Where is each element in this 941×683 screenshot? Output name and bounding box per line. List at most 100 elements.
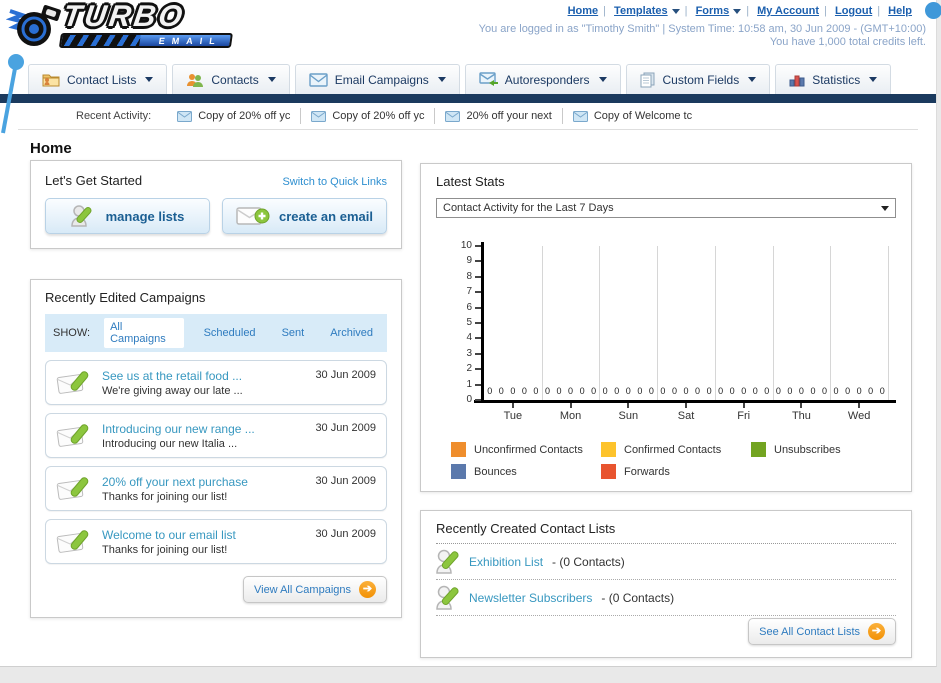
header-link-templates[interactable]: Templates (614, 5, 668, 17)
arrow-right-icon: ➔ (359, 581, 376, 598)
chart-gridline (599, 246, 601, 400)
header: TURBO EMAIL Home | Templates | Forms | My A… (0, 0, 941, 64)
bar-value-label: 0 (741, 386, 747, 396)
y-tick-label: 6 (466, 301, 472, 313)
tab-custom-fields[interactable]: Custom Fields (625, 64, 771, 94)
campaign-row[interactable]: Welcome to our email list Thanks for joi… (45, 519, 387, 564)
x-tick-mark (627, 403, 630, 408)
header-link-logout[interactable]: Logout (834, 5, 873, 17)
filter-archived[interactable]: Archived (330, 327, 373, 339)
bar-value-label: 0 (856, 386, 862, 396)
x-tick-mark (511, 403, 514, 408)
recent-activity-item[interactable]: Copy of Welcome tc (563, 108, 702, 124)
bar-value-label: 0 (614, 386, 620, 396)
contact-lists-title: Recently Created Contact Lists (436, 521, 896, 544)
contact-list-row[interactable]: Exhibition List - (0 Contacts) (436, 544, 896, 580)
recent-activity-item[interactable]: 20% off your next (435, 108, 563, 124)
bar-value-label: 0 (591, 386, 597, 396)
contact-lists-panel: Recently Created Contact Lists Exhibitio… (420, 510, 912, 658)
y-tick-mark (475, 352, 481, 355)
campaign-date: 30 Jun 2009 (315, 422, 376, 434)
contact-list-link[interactable]: Exhibition List (469, 554, 544, 569)
x-tick-label: Tue (503, 410, 523, 422)
y-tick-mark (475, 337, 481, 340)
legend-label: Unsubscribes (774, 443, 841, 456)
campaign-row[interactable]: 20% off your next purchase Thanks for jo… (45, 466, 387, 511)
bar-value-label: 0 (660, 386, 666, 396)
bar-value-label: 0 (637, 386, 643, 396)
campaign-row[interactable]: Introducing our new range ... Introducin… (45, 413, 387, 458)
bar-value-label: 0 (556, 386, 562, 396)
recent-activity-item[interactable]: Copy of 20% off yc (167, 108, 302, 124)
bar-value-label: 0 (487, 386, 493, 396)
contact-list-row[interactable]: Newsletter Subscribers - (0 Contacts) (436, 580, 896, 616)
logo-bar: EMAIL (58, 33, 233, 48)
header-link-help[interactable]: Help (888, 5, 912, 17)
recent-activity-item[interactable]: Copy of 20% off yc (301, 108, 436, 124)
filter-all-campaigns[interactable]: All Campaigns (104, 318, 184, 348)
x-tick-mark (742, 403, 745, 408)
bar-value-label: 0 (718, 386, 724, 396)
tab-contact-lists[interactable]: Contact Lists (28, 64, 168, 94)
bar-value-label: 0 (602, 386, 608, 396)
x-tick-label: Sun (618, 410, 639, 422)
bar-value-label: 0 (787, 386, 793, 396)
chart-gridline (888, 246, 889, 400)
campaign-filter-bar: SHOW: All Campaigns Scheduled Sent Archi… (45, 314, 387, 352)
y-tick-label: 3 (466, 347, 472, 359)
tab-contacts[interactable]: Contacts (172, 64, 290, 94)
campaign-link[interactable]: Introducing our new range ... (102, 421, 255, 436)
campaign-link[interactable]: See us at the retail food ... (102, 368, 243, 383)
bar-value-label: 0 (821, 386, 828, 396)
header-link-my-account[interactable]: My Account (757, 5, 820, 17)
stats-period-dropdown[interactable]: Contact Activity for the Last 7 Days (436, 198, 896, 218)
tab-email-campaigns[interactable]: Email Campaigns (294, 64, 460, 94)
latest-stats-title: Latest Stats (436, 174, 505, 189)
contact-activity-chart: 0 1 2 3 4 5 6 7 8 9 10 0 0 0 0 0 0 0 0 0 0 0 0 0 0 0 0 0 0 0 0 0 0 0 0 0 0 0 0… (436, 240, 896, 432)
switch-quick-links[interactable]: Switch to Quick Links (282, 176, 387, 188)
see-all-contact-lists-button[interactable]: See All Contact Lists ➔ (748, 618, 896, 645)
bar-value-label: 0 (498, 386, 504, 396)
envelope-pencil-icon (56, 370, 89, 394)
manage-lists-button[interactable]: manage lists (45, 198, 210, 234)
create-email-button[interactable]: create an email (222, 198, 387, 234)
chevron-down-icon (733, 8, 742, 14)
chart-gridline (714, 246, 716, 400)
chart-gridline (772, 246, 774, 400)
contact-list-link[interactable]: Newsletter Subscribers (469, 590, 593, 605)
x-tick-mark (800, 403, 803, 408)
chart-gridline (541, 246, 543, 400)
chevron-down-icon (748, 77, 757, 82)
bar-chart-icon (789, 75, 805, 87)
arrow-right-icon: ➔ (868, 623, 885, 640)
folder-contacts-icon (42, 74, 60, 87)
campaign-link[interactable]: 20% off your next purchase (102, 474, 248, 489)
y-tick-label: 5 (466, 317, 472, 328)
bar-value-label: 0 (533, 386, 539, 396)
tab-statistics[interactable]: Statistics (775, 64, 892, 94)
envelope-pencil-icon (56, 476, 89, 500)
bar-value-label: 0 (879, 386, 885, 396)
header-link-forms[interactable]: Forms (695, 5, 730, 17)
chevron-down-icon (437, 77, 446, 82)
tab-autoresponders[interactable]: Autoresponders (464, 64, 621, 94)
recent-campaigns-panel: Recently Edited Campaigns SHOW: All Camp… (30, 279, 402, 618)
legend-item: Unconfirmed Contacts (451, 442, 601, 457)
campaign-link[interactable]: Welcome to our email list (102, 527, 236, 542)
y-tick-label: 9 (466, 255, 472, 267)
campaign-row[interactable]: See us at the retail food ... We're givi… (45, 360, 387, 405)
filter-sent[interactable]: Sent (281, 327, 305, 339)
envelope-arrow-icon (479, 72, 498, 86)
view-all-campaigns-button[interactable]: View All Campaigns ➔ (242, 576, 387, 603)
y-tick-mark (475, 322, 481, 324)
filter-scheduled[interactable]: Scheduled (203, 327, 256, 339)
header-link-home[interactable]: Home (567, 5, 599, 17)
logo-text-email: EMAIL (158, 35, 223, 46)
bar-value-label: 0 (868, 386, 874, 396)
bar-value-label: 0 (764, 386, 770, 396)
latest-stats-panel: Latest Stats Contact Activity for the La… (420, 163, 912, 492)
legend-label: Unconfirmed Contacts (474, 443, 583, 456)
y-tick-label: 8 (466, 270, 472, 282)
recent-activity-bar: Recent Activity: Copy of 20% off yc Copy… (18, 103, 918, 130)
y-tick-mark (475, 368, 481, 371)
